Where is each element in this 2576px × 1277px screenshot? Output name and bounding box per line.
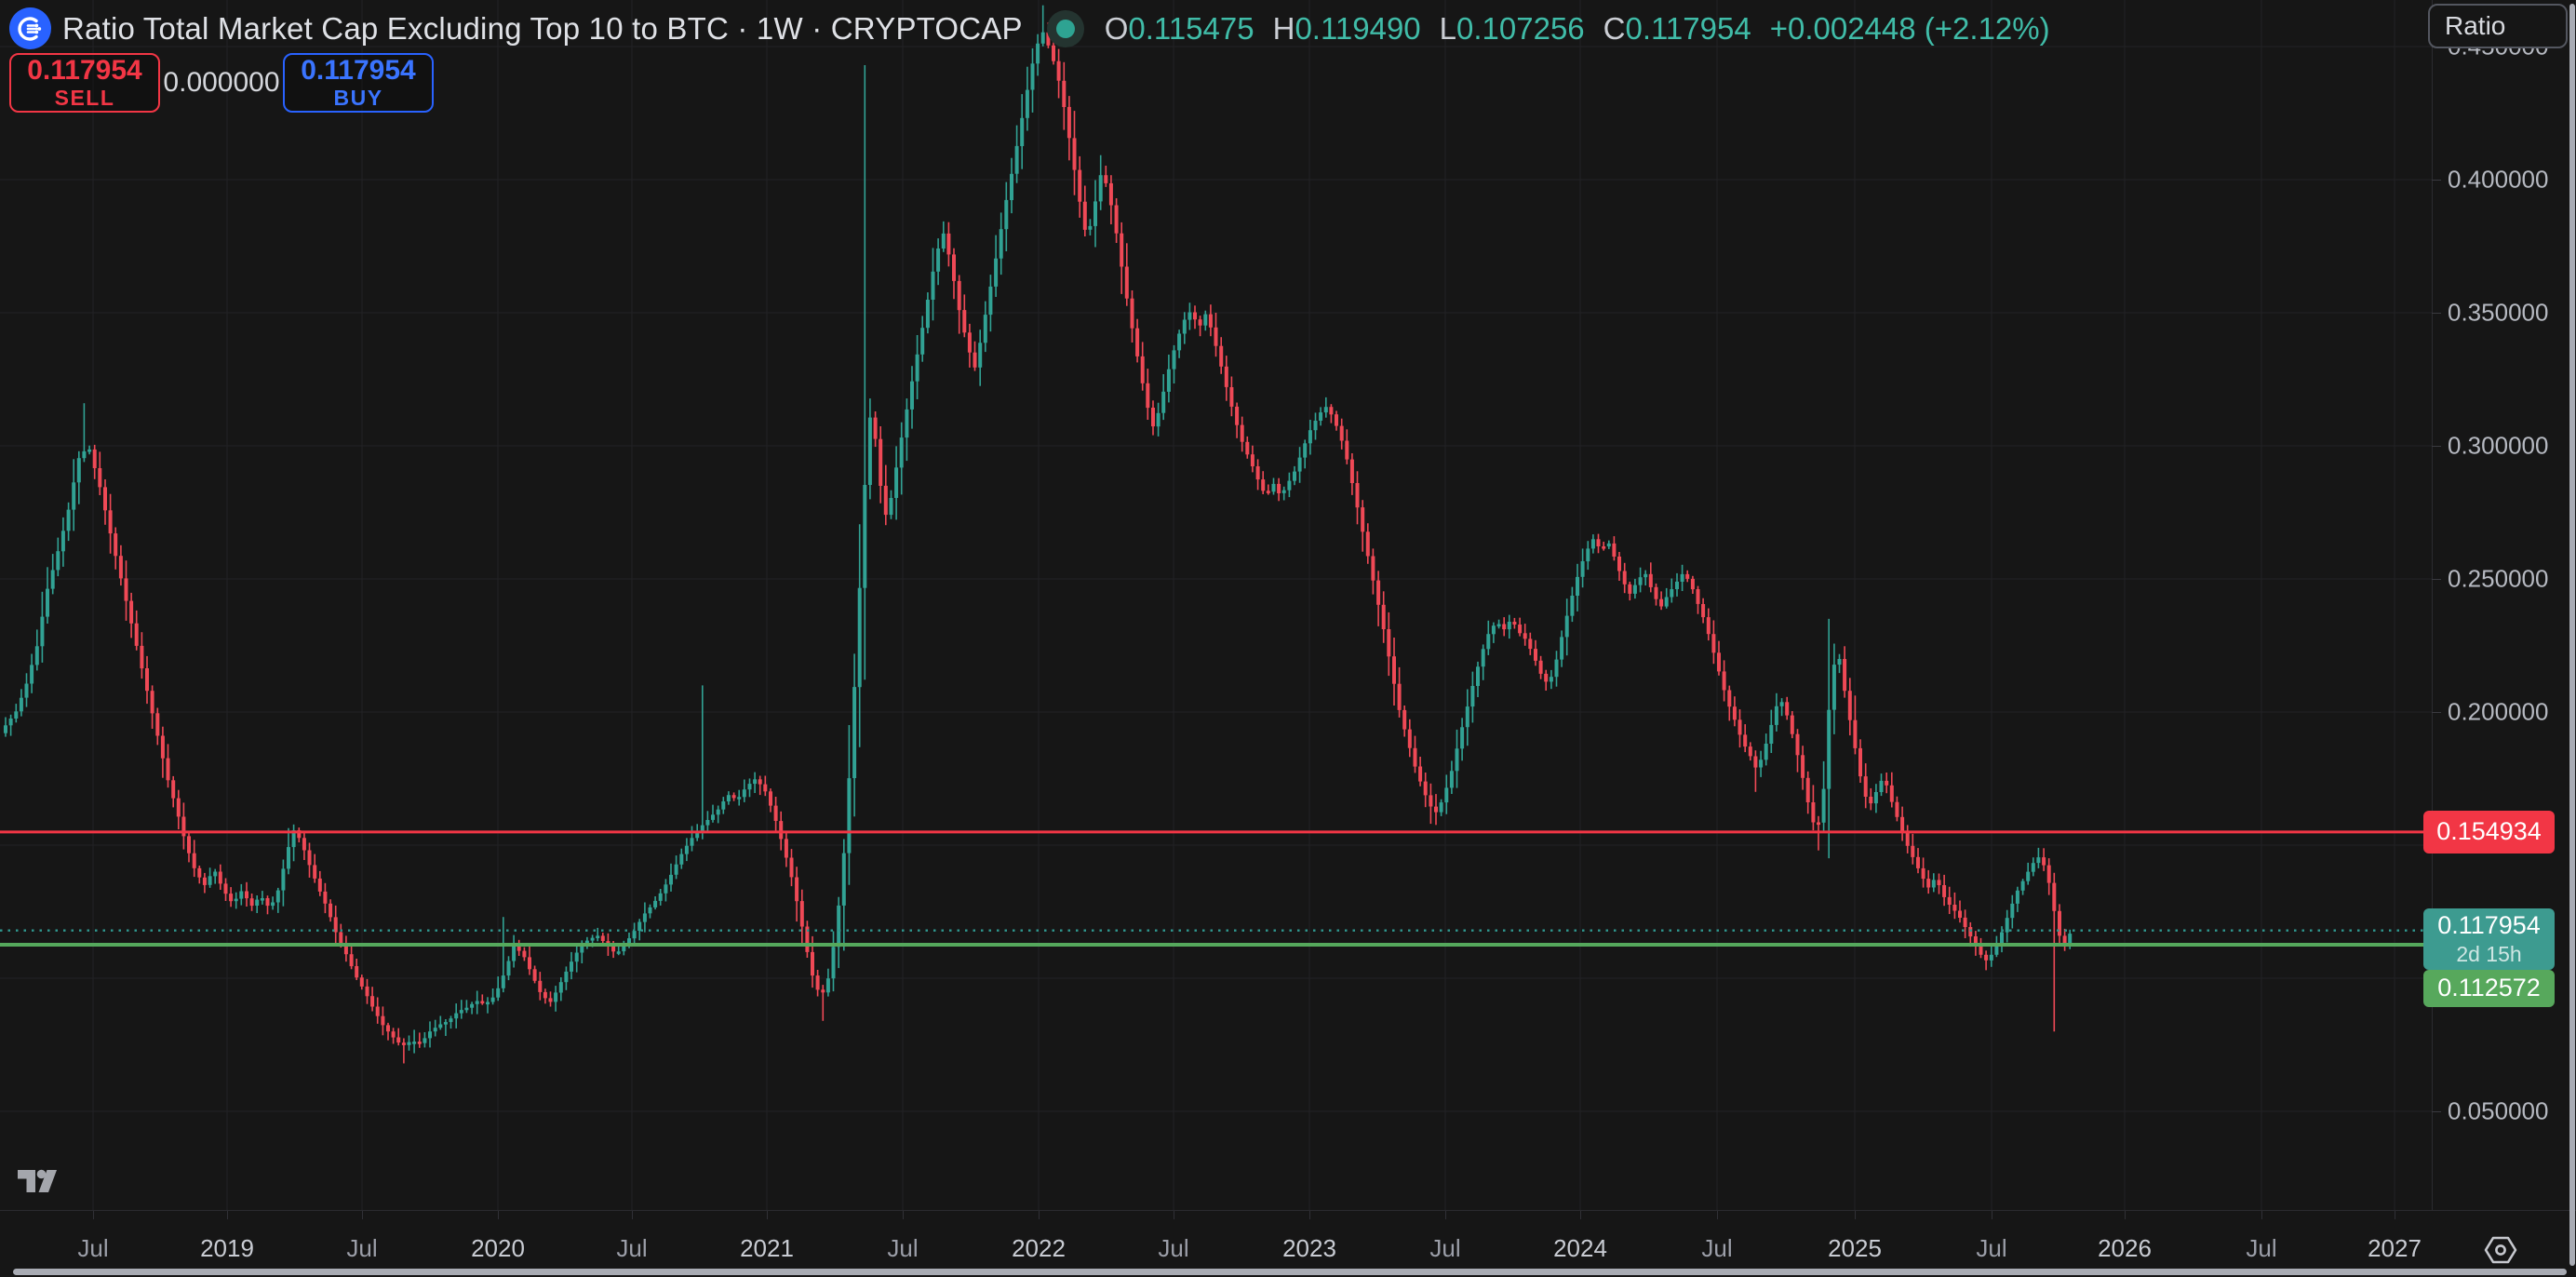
- high-label: H: [1272, 10, 1295, 46]
- time-tick-mark: [1445, 1211, 1446, 1219]
- buy-price: 0.117954: [301, 55, 416, 86]
- time-tick-mark: [1309, 1211, 1310, 1219]
- market-status-icon[interactable]: [1046, 9, 1084, 47]
- open-label: O: [1104, 10, 1129, 46]
- time-tick-mark: [1855, 1211, 1856, 1219]
- ohlc-values: O 0.115475 H 0.119490 L 0.107256 C 0.117954 …: [1105, 11, 2050, 47]
- current-price-label[interactable]: 0.117954 2d 15h: [2423, 907, 2555, 970]
- low-label: L: [1439, 10, 1457, 46]
- price-tick-label: 0.200000: [2448, 697, 2549, 726]
- price-tick-mark: [2432, 579, 2441, 580]
- open-value: 0.115475: [1128, 10, 1254, 46]
- time-tick-mark: [93, 1211, 94, 1219]
- price-tick-mark: [2432, 180, 2441, 181]
- current-price-label-text: 2d 15h: [2456, 941, 2522, 966]
- resistance-price-label[interactable]: 0.154934: [2423, 810, 2555, 854]
- resistance-price-label-text: 0.154934: [2436, 817, 2542, 846]
- time-tick-label: 2024: [1553, 1234, 1607, 1262]
- time-tick-mark: [903, 1211, 904, 1219]
- time-tick-mark: [498, 1211, 499, 1219]
- price-tick-label: 0.350000: [2448, 298, 2549, 327]
- vertical-scrollbar[interactable]: [2569, 4, 2575, 1266]
- price-tick-mark: [2432, 712, 2441, 713]
- time-tick-label: Jul: [1701, 1234, 1733, 1262]
- time-tick-label: 2026: [2098, 1234, 2152, 1262]
- price-axis-separator: [2432, 0, 2433, 1211]
- time-tick-label: 2023: [1282, 1234, 1336, 1262]
- price-tick-label: 0.400000: [2448, 165, 2549, 194]
- time-tick-label: 2021: [740, 1234, 794, 1262]
- support-price-label[interactable]: 0.112572: [2423, 969, 2555, 1007]
- price-tick-mark: [2432, 446, 2441, 447]
- time-scale-settings-icon[interactable]: [2483, 1233, 2518, 1271]
- candlestick-plot[interactable]: [0, 0, 2432, 1211]
- tradingview-logo[interactable]: [17, 1163, 63, 1203]
- price-scale-unit-button[interactable]: Ratio: [2428, 4, 2568, 48]
- time-tick-label: Jul: [2246, 1234, 2277, 1262]
- change-value: +0.002448 (+2.12%): [1769, 10, 2050, 46]
- time-tick-mark: [1580, 1211, 1581, 1219]
- time-axis-separator: [0, 1210, 2576, 1211]
- time-tick-label: Jul: [1429, 1234, 1461, 1262]
- cryptocap-logo-glyph: [17, 16, 41, 41]
- current-price-label-text: 0.117954: [2437, 910, 2541, 939]
- time-tick-label: 2019: [200, 1234, 254, 1262]
- time-tick-label: Jul: [616, 1234, 648, 1262]
- buy-button-label: BUY: [333, 86, 383, 110]
- symbol-title[interactable]: Ratio Total Market Cap Excluding Top 10 …: [62, 10, 1023, 46]
- time-tick-mark: [227, 1211, 228, 1219]
- time-tick-label: Jul: [346, 1234, 378, 1262]
- sell-price: 0.117954: [27, 55, 142, 86]
- price-tick-label: 0.300000: [2448, 431, 2549, 460]
- time-tick-label: 2027: [2368, 1234, 2422, 1262]
- chart-legend: Ratio Total Market Cap Excluding Top 10 …: [9, 7, 2050, 49]
- time-tick-label: Jul: [1158, 1234, 1189, 1262]
- time-tick-label: Jul: [887, 1234, 919, 1262]
- time-tick-mark: [1039, 1211, 1040, 1219]
- price-tick-label: 0.250000: [2448, 564, 2549, 593]
- spread-value: 0.000000: [163, 67, 280, 98]
- time-tick-mark: [632, 1211, 633, 1219]
- time-tick-mark: [2125, 1211, 2126, 1219]
- price-tick-mark: [2432, 1111, 2441, 1112]
- sell-button-label: SELL: [54, 86, 115, 110]
- price-tick-mark: [2432, 313, 2441, 314]
- close-label: C: [1603, 10, 1626, 46]
- close-value: 0.117954: [1625, 10, 1751, 46]
- time-tick-mark: [1717, 1211, 1718, 1219]
- time-tick-mark: [767, 1211, 768, 1219]
- order-panel: 0.117954 SELL 0.000000 0.117954 BUY: [9, 53, 434, 113]
- time-tick-label: 2020: [471, 1234, 525, 1262]
- time-tick-label: Jul: [1976, 1234, 2007, 1262]
- sell-button[interactable]: 0.117954 SELL: [9, 53, 160, 113]
- time-tick-label: 2025: [1828, 1234, 1882, 1262]
- low-value: 0.107256: [1456, 10, 1585, 46]
- time-tick-mark: [2261, 1211, 2262, 1219]
- time-tick-label: 2022: [1012, 1234, 1066, 1262]
- support-price-label-text: 0.112572: [2437, 974, 2541, 1002]
- high-value: 0.119490: [1295, 10, 1421, 46]
- buy-button[interactable]: 0.117954 BUY: [283, 53, 434, 113]
- price-tick-label: 0.050000: [2448, 1096, 2549, 1125]
- cryptocap-symbol-icon[interactable]: [9, 7, 51, 49]
- time-tick-mark: [362, 1211, 363, 1219]
- time-tick-label: Jul: [77, 1234, 109, 1262]
- horizontal-scrollbar[interactable]: [13, 1269, 2567, 1275]
